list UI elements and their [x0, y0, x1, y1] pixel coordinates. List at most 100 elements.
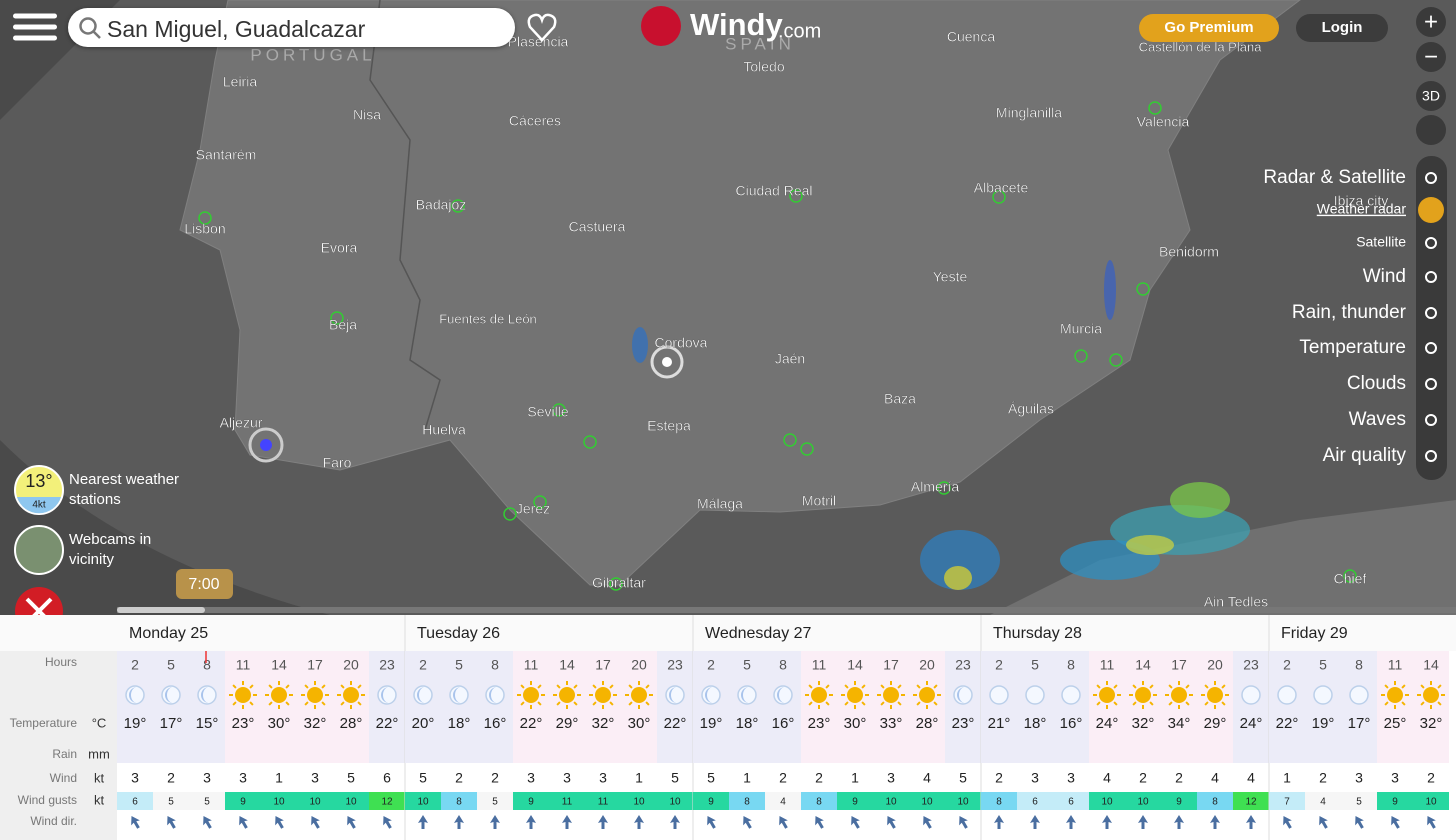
gust: 10: [345, 797, 357, 808]
place-label[interactable]: Chief: [1334, 571, 1367, 587]
layer-label[interactable]: Radar & Satellite: [1263, 167, 1406, 188]
place-label[interactable]: Ciudad Real: [735, 183, 812, 199]
weather-station[interactable]: [937, 481, 951, 495]
wind-arrow: [1138, 815, 1148, 829]
view3d-button[interactable]: [1416, 81, 1446, 111]
place-label[interactable]: Beja: [329, 317, 358, 333]
weather-station[interactable]: [1074, 349, 1088, 363]
gust-cell: [297, 792, 333, 810]
weather-station[interactable]: [1148, 101, 1162, 115]
zoom-button[interactable]: [1416, 7, 1446, 37]
zoom-button[interactable]: [1416, 42, 1446, 72]
sun-ray: [232, 701, 237, 706]
place-label[interactable]: Málaga: [697, 496, 743, 512]
sun-ray: [1149, 701, 1154, 706]
place-label[interactable]: Leiria: [223, 74, 258, 90]
favorite-icon[interactable]: [527, 13, 557, 42]
place-label[interactable]: Evora: [321, 240, 358, 256]
place-label[interactable]: Castuera: [568, 219, 626, 235]
place-label[interactable]: Nisa: [353, 107, 382, 123]
premium-label[interactable]: Go Premium: [1164, 19, 1254, 36]
day-title[interactable]: Friday 29: [1281, 625, 1348, 642]
layer-label[interactable]: Waves: [1349, 409, 1406, 430]
place-label[interactable]: Ain Tedles: [1204, 594, 1269, 610]
view3d-label[interactable]: 3D: [1422, 88, 1440, 104]
login-label[interactable]: Login: [1321, 19, 1363, 36]
place-label[interactable]: Seville: [527, 404, 569, 420]
place-label[interactable]: Badajoz: [416, 197, 467, 213]
weather-station[interactable]: [800, 442, 814, 456]
place-label[interactable]: Baza: [884, 391, 916, 407]
place-label[interactable]: Fuentes de León: [439, 311, 537, 326]
weather-station[interactable]: [552, 403, 566, 417]
layer-label[interactable]: Wind: [1363, 266, 1406, 287]
place-label[interactable]: Motril: [802, 493, 837, 509]
hurricane-button[interactable]: [1416, 115, 1446, 145]
place-label[interactable]: Lisbon: [184, 221, 226, 237]
close-button[interactable]: [15, 587, 63, 615]
gust-cell: [765, 792, 801, 810]
weather-station[interactable]: [1343, 569, 1357, 583]
place-label[interactable]: Murcia: [1060, 321, 1103, 337]
weather-station[interactable]: [583, 435, 597, 449]
weather-station[interactable]: [609, 577, 623, 591]
weather-station[interactable]: [503, 507, 517, 521]
weather-station[interactable]: [451, 199, 465, 213]
day-title[interactable]: Monday 25: [129, 625, 208, 642]
search-text[interactable]: San Miguel, Guadalcazar: [107, 16, 366, 42]
layer-label[interactable]: Air quality: [1323, 445, 1407, 466]
weather-station[interactable]: [992, 190, 1006, 204]
place-label[interactable]: Gibraltar: [592, 575, 646, 591]
layer-label[interactable]: Rain, thunder: [1292, 302, 1407, 323]
day-title[interactable]: Wednesday 27: [705, 625, 812, 642]
place-label[interactable]: Águilas: [1008, 401, 1054, 417]
place-label[interactable]: Faro: [322, 455, 352, 471]
layer-label[interactable]: Temperature: [1299, 337, 1406, 358]
place-label[interactable]: Minglanilla: [996, 105, 1063, 121]
map[interactable]: PORTUGAL SPAIN Plasencia Toledo Cuenca Castel…: [0, 0, 1456, 615]
time-bubble: [176, 569, 233, 599]
place-label[interactable]: Castellón de la Plana: [1138, 39, 1263, 54]
sun-ray: [1221, 701, 1226, 706]
layer-label[interactable]: Satellite: [1356, 234, 1406, 250]
search-box[interactable]: San Miguel, Guadalcazar: [68, 8, 515, 47]
premium-button[interactable]: Go Premium: [1139, 14, 1279, 42]
day-title[interactable]: Thursday 28: [993, 625, 1082, 642]
webcam-thumb[interactable]: [14, 525, 64, 575]
place-label[interactable]: Cordova: [654, 335, 708, 351]
place-label[interactable]: Aljezur: [219, 415, 263, 431]
weather-station[interactable]: [198, 211, 212, 225]
wind-arrow: [1427, 815, 1436, 829]
sun-ray: [249, 701, 254, 706]
weather-station[interactable]: [789, 189, 803, 203]
place-label[interactable]: Plasencia: [507, 34, 569, 50]
webcams-link[interactable]: Webcams in vicinity: [69, 531, 152, 568]
place-label[interactable]: Cáceres: [509, 113, 561, 129]
night-icon: [161, 685, 181, 705]
place-label[interactable]: Santarém: [195, 147, 257, 163]
place-label[interactable]: Jaén: [775, 351, 806, 367]
day-title[interactable]: Tuesday 26: [417, 625, 500, 642]
place-label[interactable]: Huelva: [422, 422, 466, 438]
weather-station[interactable]: [783, 433, 797, 447]
place-label[interactable]: Estepa: [647, 418, 691, 434]
place-label[interactable]: Almería: [911, 479, 960, 495]
stations-link[interactable]: Nearest weather stations: [69, 471, 180, 508]
weather-station[interactable]: [1136, 282, 1150, 296]
place-label[interactable]: Benidorm: [1159, 244, 1219, 260]
weather-station[interactable]: [1109, 353, 1123, 367]
place-label[interactable]: Ibiza city: [1334, 193, 1389, 209]
weather-station[interactable]: [330, 311, 344, 325]
wind-arrow: [1210, 815, 1220, 829]
layer-label[interactable]: Clouds: [1347, 373, 1406, 394]
layer-label[interactable]: Weather radar: [1317, 201, 1407, 217]
place-label[interactable]: Yeste: [933, 269, 968, 285]
place-label[interactable]: Toledo: [743, 59, 785, 75]
weather-station[interactable]: [533, 495, 547, 509]
place-label[interactable]: Albacete: [974, 180, 1029, 196]
place-label[interactable]: Cuenca: [947, 29, 996, 45]
wind-arrow: [779, 815, 788, 829]
place-label[interactable]: Jerez: [516, 501, 551, 517]
login-button[interactable]: Login: [1296, 14, 1388, 42]
place-label[interactable]: Valencia: [1137, 114, 1190, 130]
